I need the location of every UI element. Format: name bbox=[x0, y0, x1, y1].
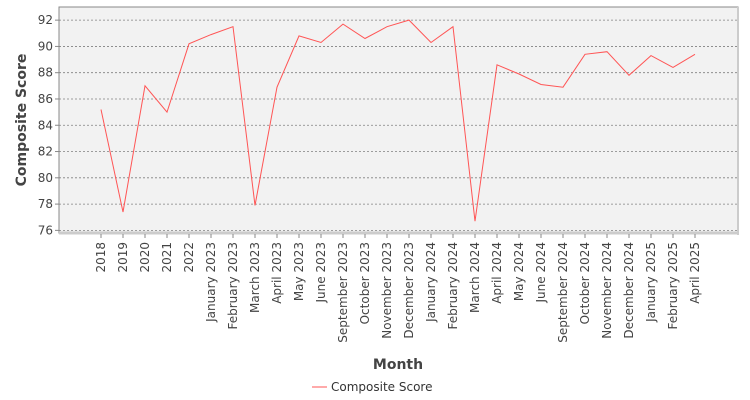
x-tick-label: 2020 bbox=[138, 242, 152, 273]
x-tick-label: April 2025 bbox=[688, 242, 702, 304]
x-tick-label: September 2024 bbox=[556, 242, 570, 343]
x-tick-label: February 2024 bbox=[446, 242, 460, 330]
x-tick-label: January 2024 bbox=[424, 242, 438, 323]
x-tick-label: December 2024 bbox=[622, 242, 636, 339]
y-tick-label: 86 bbox=[38, 92, 53, 106]
x-tick-label: November 2023 bbox=[380, 242, 394, 339]
y-tick-label: 82 bbox=[38, 145, 53, 159]
x-tick-label: December 2023 bbox=[402, 242, 416, 339]
x-tick-label: April 2023 bbox=[270, 242, 284, 304]
series bbox=[100, 19, 696, 222]
x-tick-label: March 2023 bbox=[248, 242, 262, 313]
gridlines bbox=[59, 19, 738, 231]
y-tick-label: 90 bbox=[38, 39, 53, 53]
y-tick-label: 84 bbox=[38, 118, 53, 132]
y-tick-label: 92 bbox=[38, 13, 53, 27]
x-axis-title: Month bbox=[373, 357, 423, 373]
x-tick-label: October 2023 bbox=[358, 242, 372, 324]
x-tick-label: March 2024 bbox=[468, 242, 482, 313]
y-tick-label: 76 bbox=[38, 223, 53, 237]
x-tick-label: June 2023 bbox=[314, 242, 328, 304]
x-tick-label: May 2023 bbox=[292, 242, 306, 301]
x-tick-label: January 2025 bbox=[644, 242, 658, 323]
y-axis-title: Composite Score bbox=[14, 54, 30, 187]
x-tick-label: 2019 bbox=[116, 242, 130, 273]
x-tick-label: 2021 bbox=[160, 242, 174, 273]
x-ticks: 2018 2019 2020 2021 2022 January 2023 February… bbox=[94, 234, 702, 343]
x-tick-label: 2022 bbox=[182, 242, 196, 273]
x-tick-label: November 2024 bbox=[600, 242, 614, 339]
x-tick-label: June 2024 bbox=[534, 242, 548, 304]
legend-label: Composite Score bbox=[331, 380, 432, 394]
x-tick-label: 2018 bbox=[94, 242, 108, 273]
y-tick-label: 78 bbox=[38, 197, 53, 211]
x-tick-label: September 2023 bbox=[336, 242, 350, 343]
legend: Composite Score bbox=[312, 380, 432, 394]
x-tick-label: February 2025 bbox=[666, 242, 680, 330]
x-tick-label: May 2024 bbox=[512, 242, 526, 301]
y-ticks: 76 78 80 82 84 86 88 90 92 bbox=[38, 13, 59, 237]
y-tick-label: 80 bbox=[38, 171, 53, 185]
series-line bbox=[100, 19, 696, 222]
x-tick-label: January 2023 bbox=[204, 242, 218, 323]
plot-area bbox=[58, 6, 739, 234]
x-tick-label: February 2023 bbox=[226, 242, 240, 330]
x-tick-label: April 2024 bbox=[490, 242, 504, 304]
x-tick-label: October 2024 bbox=[578, 242, 592, 324]
y-tick-label: 88 bbox=[38, 66, 53, 80]
